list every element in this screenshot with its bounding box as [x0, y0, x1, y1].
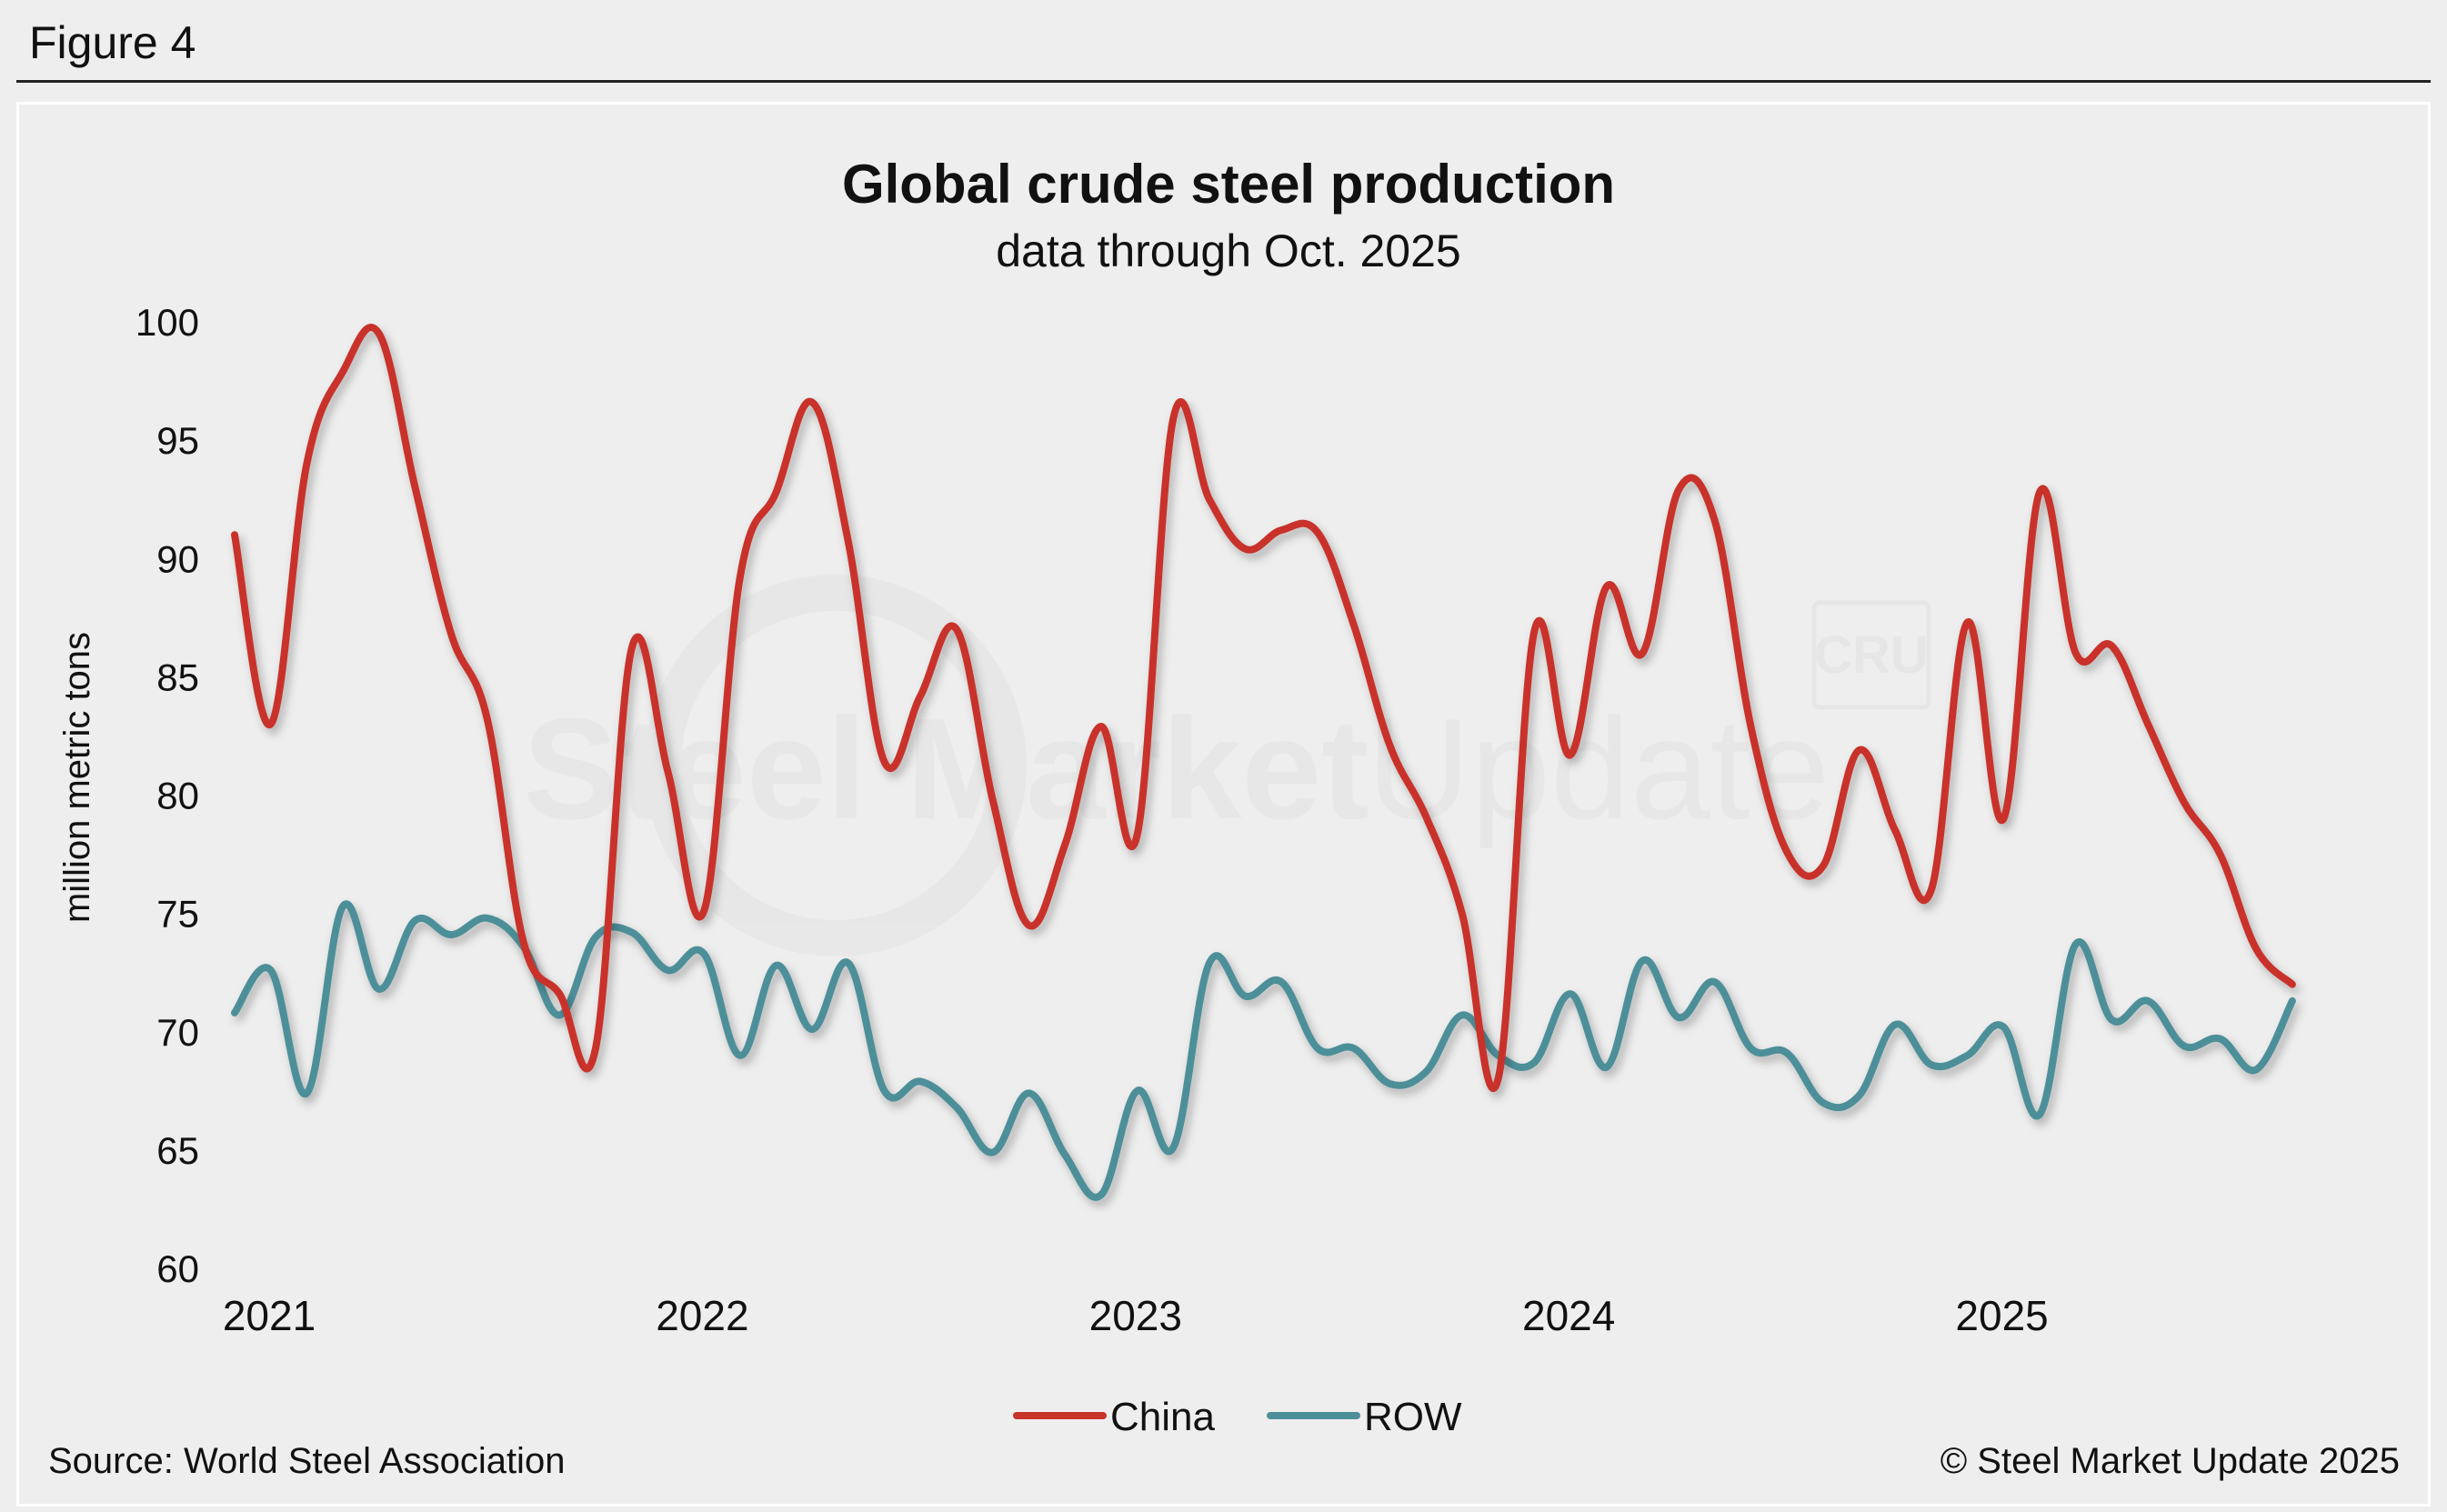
y-tick-label: 65: [156, 1129, 199, 1172]
copyright-note: © Steel Market Update 2025: [1941, 1441, 2400, 1481]
chart-panel: Steel Market Update CRU Global crude ste…: [16, 102, 2431, 1507]
y-tick-label: 75: [156, 893, 199, 936]
y-tick-label: 95: [156, 419, 199, 462]
watermark-text-bold: Steel Market: [523, 689, 1369, 849]
legend-label-china: China: [1110, 1395, 1215, 1439]
legend-label-row: ROW: [1364, 1395, 1462, 1439]
series-line-row: [231, 900, 2296, 1201]
y-tick-label: 60: [156, 1247, 199, 1290]
source-note: Source: World Steel Association: [48, 1441, 565, 1481]
x-tick-label: 2024: [1522, 1292, 1615, 1339]
y-tick-label: 90: [156, 537, 199, 580]
x-axis-ticks: 2021 2022 2023 2024 2025: [223, 1292, 2049, 1339]
series-line-china: [231, 324, 2296, 1092]
y-axis-label: million metric tons: [57, 632, 97, 923]
y-tick-label: 70: [156, 1011, 199, 1054]
x-tick-label: 2025: [1955, 1292, 2048, 1339]
figure-label: Figure 4: [29, 17, 196, 68]
legend: China ROW: [1013, 1395, 1462, 1439]
x-tick-label: 2021: [223, 1292, 316, 1339]
y-tick-label: 85: [156, 656, 199, 698]
watermark-logo-box: [1811, 600, 1931, 710]
chart-subtitle: data through Oct. 2025: [996, 225, 1460, 276]
y-tick-label: 100: [135, 301, 199, 344]
chart-title: Global crude steel production: [842, 154, 1615, 215]
chart-svg: Steel Market Update CRU Global crude ste…: [48, 154, 2400, 1481]
watermark: Steel Market Update CRU: [523, 575, 1931, 956]
x-tick-label: 2023: [1089, 1292, 1182, 1339]
x-tick-label: 2022: [656, 1292, 748, 1339]
figure-divider: [16, 80, 2431, 83]
watermark-logo: CRU: [1814, 626, 1929, 685]
series-layer: [231, 324, 2296, 1201]
y-axis-ticks: 60 65 70 75 80 85 90 95 100: [135, 301, 199, 1290]
watermark-text-light: Update: [1367, 689, 1830, 849]
y-tick-label: 80: [156, 775, 199, 817]
